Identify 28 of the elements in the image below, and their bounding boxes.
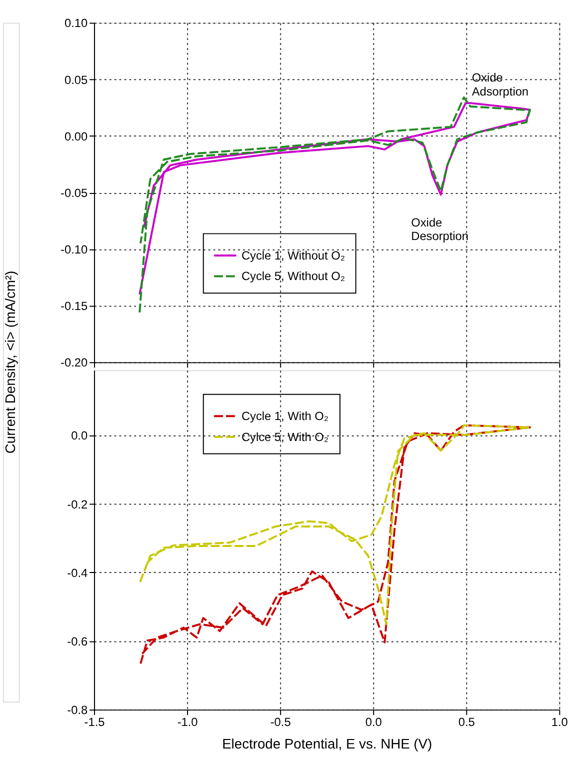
y-tick-label: 0.00 (64, 129, 88, 144)
y-tick-label: -0.20 (60, 356, 88, 370)
y-tick-label: 0.05 (64, 72, 88, 87)
x-tick-label: -0.5 (270, 714, 292, 729)
x-tick-label: -1.5 (84, 714, 106, 729)
line-series (138, 424, 531, 626)
x-tick-label: -1.0 (177, 714, 198, 729)
y-tick-label: -0.2 (67, 497, 88, 512)
y-tick-label: -0.4 (67, 566, 88, 580)
annotation: Oxide Desorption (411, 215, 469, 244)
legend-label: Cycle 5, Without O₂ (241, 269, 346, 284)
legend-label: Cycle 1, With O₂ (241, 409, 329, 424)
legend-label: Cylce 5, With O₂ (241, 430, 329, 444)
legend-label: Cycle 1, Without O₂ (241, 248, 346, 262)
y-tick-label: 0.10 (64, 16, 88, 30)
x-tick-label: 0.0 (365, 714, 382, 729)
y-tick-label: -0.8 (67, 703, 88, 718)
y-tick-label: -0.10 (60, 242, 88, 256)
x-axis-title: Electrode Potential, E vs. NHE (V) (222, 736, 432, 752)
y-tick-label: -0.6 (67, 634, 88, 648)
y-tick-label: -0.05 (60, 186, 88, 200)
x-tick-label: 1.0 (551, 714, 568, 729)
line-series (140, 424, 531, 665)
x-tick-label: 0.5 (458, 714, 476, 729)
y-tick-label: 0.0 (71, 428, 88, 443)
y-axis-title: Current Density, <i> (mA/cm²) (2, 270, 18, 454)
y-tick-label: -0.15 (60, 299, 88, 314)
annotation: Oxide Adsorption (472, 70, 529, 98)
